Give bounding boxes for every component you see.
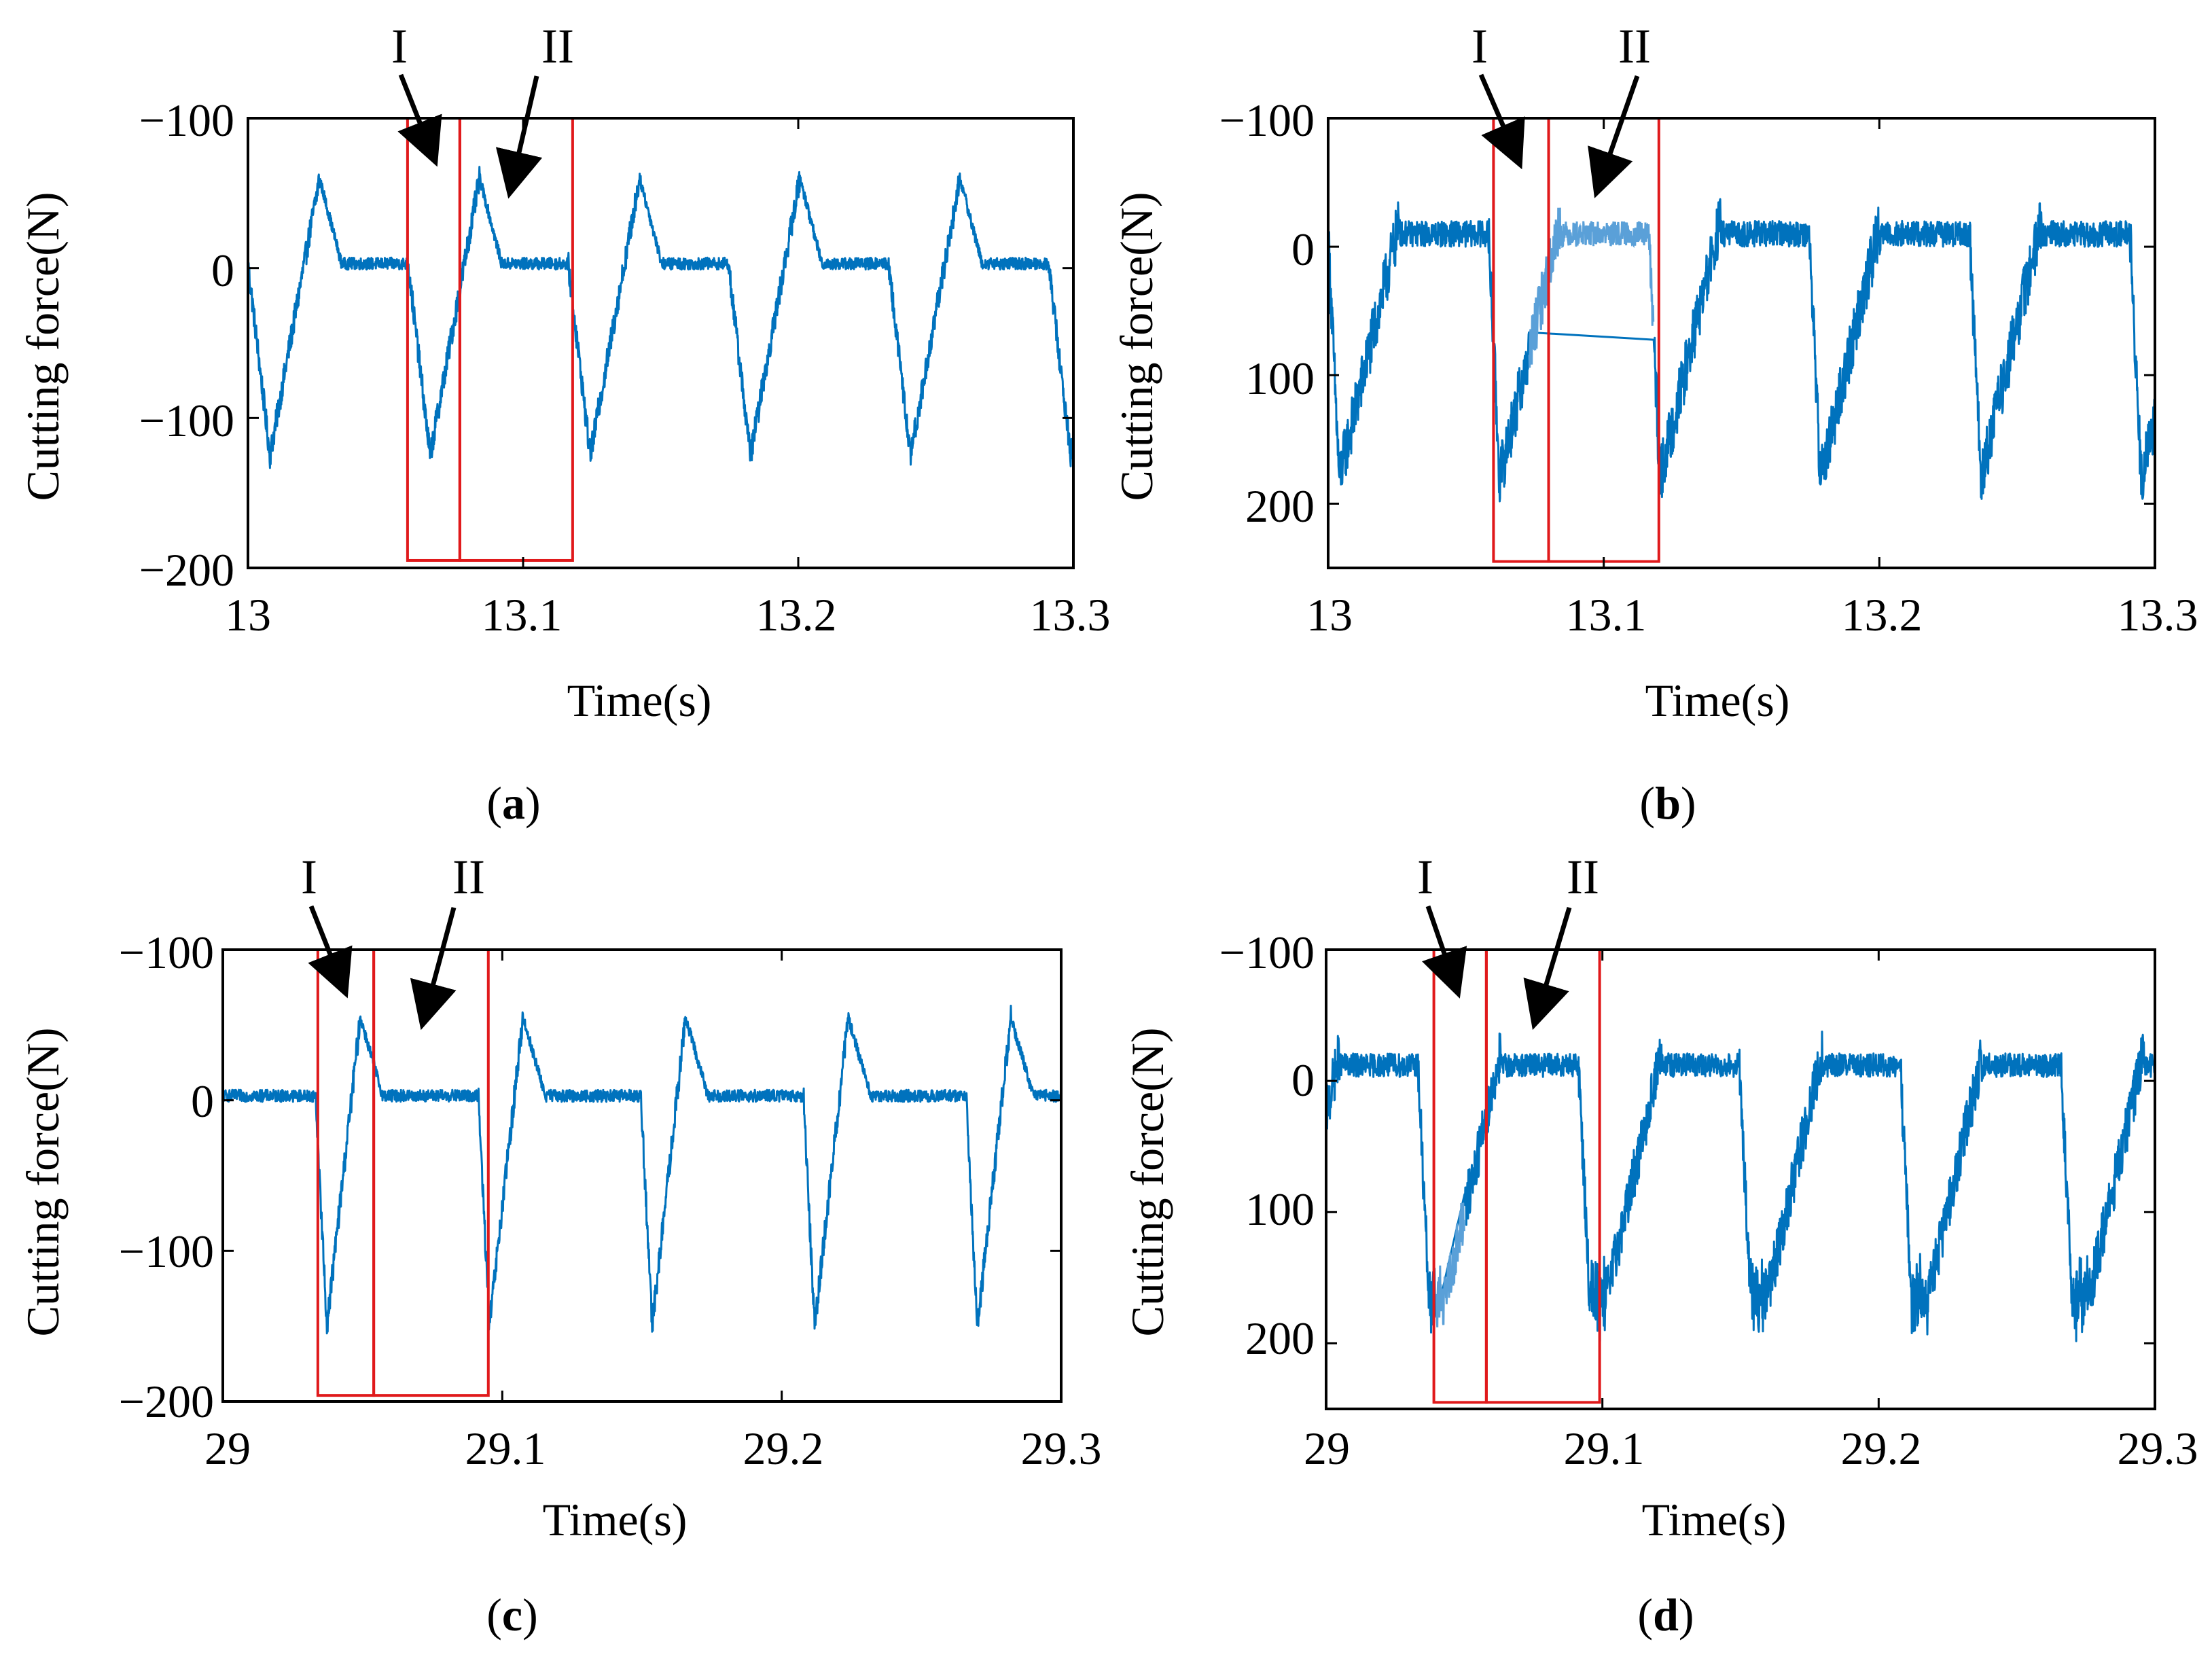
- region-label-c-II: II: [452, 850, 485, 904]
- signal-line-b: [1327, 198, 2156, 503]
- signal-line-c: [222, 1005, 1063, 1335]
- panel-label-b: (b): [1639, 777, 1696, 829]
- panel-label-a: (a): [486, 777, 540, 829]
- signal-line-light-b: [1528, 207, 1655, 368]
- region-label-b-II: II: [1618, 19, 1651, 73]
- arrow-c-II: [410, 907, 457, 1031]
- xtick-label-b-3: 13.3: [2118, 589, 2198, 641]
- region-boxes-d: [1432, 948, 1601, 1404]
- arrow-a-I: [397, 73, 442, 167]
- signal-series-c: [222, 1005, 1063, 1335]
- xtick-label-c-1: 29.1: [465, 1423, 546, 1474]
- panel-c: −100 0 −100 −200 29 29.1 29.2 29.3 Time(…: [17, 850, 1102, 1641]
- ytick-label-b-2: 100: [1245, 353, 1315, 404]
- arrow-c-I: [308, 905, 353, 999]
- panel-label-d: (d): [1637, 1589, 1694, 1641]
- ytick-label-d-0: −100: [1219, 927, 1315, 978]
- xtick-label-a-3: 13.3: [1030, 589, 1111, 641]
- signal-series-d: [1325, 1031, 2156, 1342]
- panel-label-c: (c): [486, 1589, 538, 1641]
- xtick-label-a-2: 13.2: [756, 589, 837, 641]
- region-label-b-I: I: [1471, 19, 1488, 73]
- ylabel-d: Cutting force(N): [1122, 1027, 1173, 1336]
- ytick-label-c-3: −200: [119, 1376, 214, 1427]
- ticks-d: [1325, 948, 2156, 1409]
- axes-frame-a: [247, 117, 1075, 569]
- panel-d: −100 0 100 200 29 29.1 29.2 29.3 Time(s)…: [1122, 850, 2198, 1641]
- ytick-label-c-1: 0: [191, 1075, 214, 1127]
- arrow-a-II: [495, 75, 543, 199]
- xtick-label-b-2: 13.2: [1842, 589, 1923, 641]
- ylabel-c: Cutting force(N): [17, 1027, 69, 1336]
- ylabel-a: Cutting force(N): [17, 192, 69, 501]
- ticks-b: [1327, 117, 2156, 568]
- xlabel-b: Time(s): [1645, 675, 1790, 726]
- panel-a: −100 0 −100 −200 13 13.1 13.2 13.3 Time(…: [17, 19, 1111, 829]
- xtick-label-d-2: 29.2: [1841, 1423, 1922, 1474]
- signal-series-b: [1327, 198, 2156, 503]
- axes-frame-b: [1327, 117, 2156, 569]
- region-label-a-I: I: [391, 19, 408, 73]
- axes-frame-c: [221, 948, 1063, 1403]
- ytick-label-d-1: 0: [1291, 1054, 1315, 1106]
- axes-frame-d: [1325, 948, 2156, 1410]
- ytick-label-a-0: −100: [139, 94, 234, 146]
- ytick-label-d-2: 100: [1245, 1183, 1315, 1235]
- ytick-label-b-3: 200: [1245, 480, 1315, 532]
- ytick-label-a-3: −200: [139, 544, 234, 596]
- xtick-label-d-1: 29.1: [1564, 1423, 1645, 1474]
- ticks-a: [247, 117, 1075, 569]
- arrow-b-II: [1588, 75, 1640, 198]
- ylabel-b: Cutting force(N): [1111, 192, 1162, 501]
- signal-line-d: [1325, 1031, 2156, 1342]
- ytick-label-a-1: 0: [211, 245, 234, 296]
- xtick-label-d-0: 29: [1304, 1423, 1350, 1474]
- region-boxes-b: [1492, 117, 1660, 563]
- ytick-label-a-2: −100: [139, 395, 234, 446]
- arrow-d-II: [1523, 906, 1572, 1031]
- xtick-label-b-1: 13.1: [1566, 589, 1647, 641]
- signal-line-a: [247, 166, 1075, 469]
- xlabel-d: Time(s): [1642, 1494, 1787, 1545]
- xtick-label-c-2: 29.2: [743, 1423, 824, 1474]
- region-label-d-II: II: [1567, 850, 1599, 904]
- region-box-c-II: [372, 948, 490, 1397]
- signal-series-a: [247, 166, 1075, 469]
- xtick-label-c-0: 29: [204, 1423, 251, 1474]
- region-label-a-II: II: [541, 19, 574, 73]
- xtick-label-d-3: 29.3: [2118, 1423, 2198, 1474]
- arrow-d-I: [1421, 905, 1467, 999]
- ytick-label-c-0: −100: [119, 927, 214, 978]
- xtick-label-c-3: 29.3: [1021, 1423, 1102, 1474]
- ytick-label-b-1: 0: [1291, 223, 1315, 275]
- xtick-label-a-1: 13.1: [482, 589, 563, 641]
- region-label-d-I: I: [1417, 850, 1433, 904]
- signal-line-light-d: [1435, 1202, 1465, 1327]
- xtick-label-a-0: 13: [225, 589, 271, 641]
- ytick-label-b-0: −100: [1219, 94, 1315, 146]
- xtick-label-b-0: 13: [1306, 589, 1353, 641]
- arrow-b-I: [1478, 73, 1525, 170]
- region-boxes-a: [406, 117, 574, 562]
- xlabel-a: Time(s): [567, 675, 712, 726]
- panel-b: −100 0 100 200 13 13.1 13.2 13.3 Time(s)…: [1111, 19, 2198, 829]
- region-box-b-I: [1492, 117, 1550, 563]
- region-label-c-I: I: [301, 850, 317, 904]
- ytick-label-c-2: −100: [119, 1226, 214, 1277]
- ticks-c: [221, 948, 1063, 1403]
- ytick-label-d-3: 200: [1245, 1312, 1315, 1364]
- xlabel-c: Time(s): [543, 1494, 688, 1545]
